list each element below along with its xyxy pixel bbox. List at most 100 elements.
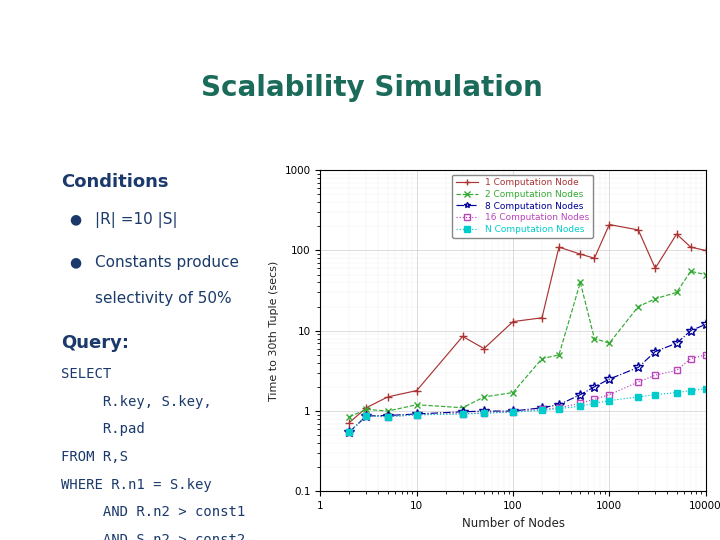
8 Computation Nodes: [508, 408, 517, 414]
16 Computation Nodes: [554, 404, 563, 411]
16 Computation Nodes: [480, 410, 488, 416]
16 Computation Nodes: [459, 410, 467, 417]
2 Computation Nodes: [634, 303, 643, 310]
8 Computation Nodes: [538, 404, 546, 411]
Line: N Computation Nodes: N Computation Nodes: [346, 386, 708, 435]
8 Computation Nodes: [672, 340, 681, 347]
8 Computation Nodes: [605, 376, 613, 382]
N Computation Nodes: [508, 409, 517, 415]
Line: 1 Computation Node: 1 Computation Node: [345, 220, 710, 427]
N Computation Nodes: [383, 414, 392, 420]
Text: R.pad: R.pad: [61, 422, 145, 436]
N Computation Nodes: [362, 413, 371, 419]
Text: R.key, S.key,: R.key, S.key,: [61, 395, 212, 409]
2 Computation Nodes: [605, 340, 613, 347]
2 Computation Nodes: [576, 279, 585, 286]
16 Computation Nodes: [651, 372, 660, 379]
16 Computation Nodes: [345, 429, 354, 435]
8 Computation Nodes: [686, 327, 695, 334]
2 Computation Nodes: [413, 401, 421, 408]
16 Computation Nodes: [634, 379, 643, 385]
16 Computation Nodes: [686, 355, 695, 362]
1 Computation Node: [686, 244, 695, 251]
N Computation Nodes: [686, 387, 695, 394]
Text: |R| =10 |S|: |R| =10 |S|: [95, 212, 178, 228]
Text: AND S.n2 > const2: AND S.n2 > const2: [61, 533, 246, 540]
Text: Query:: Query:: [61, 334, 129, 352]
2 Computation Nodes: [554, 352, 563, 358]
1 Computation Node: [554, 244, 563, 251]
8 Computation Nodes: [554, 401, 563, 408]
1 Computation Node: [459, 333, 467, 340]
16 Computation Nodes: [538, 406, 546, 413]
Text: 65: 65: [16, 512, 38, 530]
Text: ●: ●: [69, 212, 81, 226]
2 Computation Nodes: [362, 406, 371, 413]
2 Computation Nodes: [701, 272, 710, 278]
16 Computation Nodes: [383, 414, 392, 420]
N Computation Nodes: [701, 386, 710, 392]
1 Computation Node: [345, 419, 354, 426]
8 Computation Nodes: [480, 408, 488, 414]
2 Computation Nodes: [672, 289, 681, 296]
8 Computation Nodes: [383, 413, 392, 419]
16 Computation Nodes: [576, 400, 585, 407]
Y-axis label: Time to 30th Tuple (secs): Time to 30th Tuple (secs): [269, 261, 279, 401]
N Computation Nodes: [459, 411, 467, 417]
Text: selectivity of 50%: selectivity of 50%: [95, 292, 232, 306]
8 Computation Nodes: [576, 392, 585, 398]
N Computation Nodes: [554, 406, 563, 412]
N Computation Nodes: [480, 410, 488, 416]
16 Computation Nodes: [672, 367, 681, 374]
1 Computation Node: [651, 265, 660, 272]
16 Computation Nodes: [590, 396, 599, 403]
N Computation Nodes: [672, 389, 681, 396]
Line: 16 Computation Nodes: 16 Computation Nodes: [346, 352, 708, 435]
Line: 2 Computation Nodes: 2 Computation Nodes: [346, 268, 709, 420]
N Computation Nodes: [576, 403, 585, 409]
8 Computation Nodes: [701, 321, 710, 328]
2 Computation Nodes: [651, 295, 660, 302]
Legend: 1 Computation Node, 2 Computation Nodes, 8 Computation Nodes, 16 Computation Nod: 1 Computation Node, 2 Computation Nodes,…: [452, 174, 593, 238]
8 Computation Nodes: [345, 429, 354, 435]
Text: WHERE R.n1 = S.key: WHERE R.n1 = S.key: [61, 478, 212, 492]
Text: ●: ●: [69, 255, 81, 269]
Text: FROM R,S: FROM R,S: [61, 450, 128, 464]
1 Computation Node: [576, 251, 585, 258]
Text: SELECT: SELECT: [61, 367, 112, 381]
2 Computation Nodes: [538, 355, 546, 362]
1 Computation Node: [538, 314, 546, 321]
N Computation Nodes: [634, 394, 643, 400]
1 Computation Node: [413, 387, 421, 394]
N Computation Nodes: [590, 400, 599, 407]
16 Computation Nodes: [605, 392, 613, 398]
Text: Scalability Simulation: Scalability Simulation: [200, 74, 542, 102]
N Computation Nodes: [651, 392, 660, 398]
16 Computation Nodes: [508, 409, 517, 415]
8 Computation Nodes: [634, 364, 643, 370]
Text: AND R.n2 > const1: AND R.n2 > const1: [61, 505, 246, 519]
16 Computation Nodes: [413, 411, 421, 418]
1 Computation Node: [508, 319, 517, 325]
Text: Constants produce: Constants produce: [95, 255, 239, 270]
2 Computation Nodes: [590, 335, 599, 342]
8 Computation Nodes: [590, 383, 599, 390]
1 Computation Node: [362, 404, 371, 411]
N Computation Nodes: [538, 407, 546, 414]
1 Computation Node: [605, 221, 613, 228]
2 Computation Nodes: [508, 389, 517, 396]
1 Computation Node: [480, 346, 488, 352]
Text: Conditions: Conditions: [61, 173, 168, 191]
2 Computation Nodes: [686, 268, 695, 274]
2 Computation Nodes: [345, 414, 354, 420]
1 Computation Node: [634, 227, 643, 233]
1 Computation Node: [701, 247, 710, 254]
1 Computation Node: [383, 394, 392, 400]
2 Computation Nodes: [480, 394, 488, 400]
X-axis label: Number of Nodes: Number of Nodes: [462, 517, 564, 530]
N Computation Nodes: [605, 397, 613, 404]
1 Computation Node: [590, 255, 599, 261]
16 Computation Nodes: [701, 352, 710, 358]
8 Computation Nodes: [362, 413, 371, 419]
2 Computation Nodes: [459, 404, 467, 411]
